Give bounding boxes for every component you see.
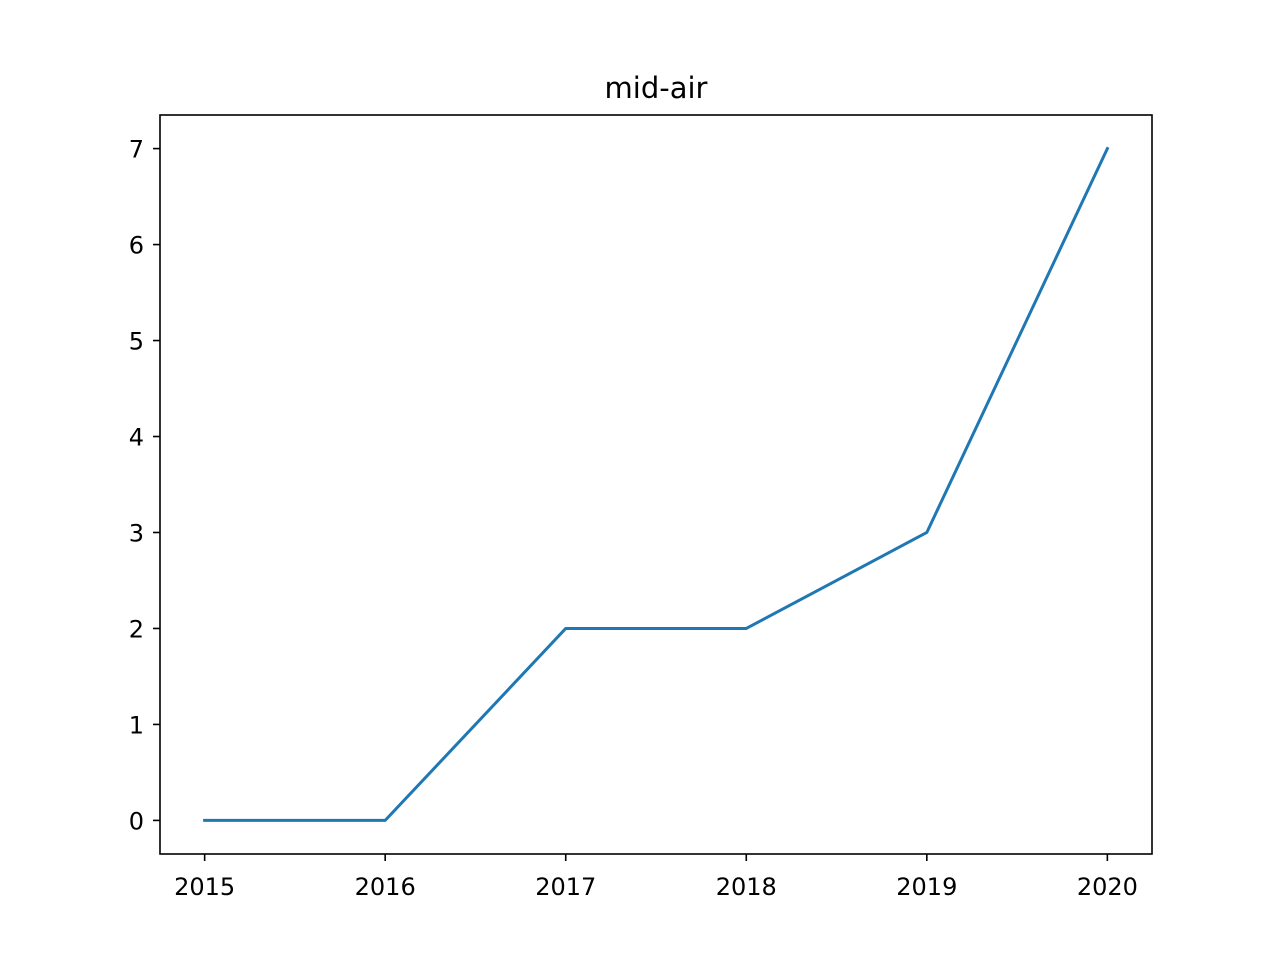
y-tick-label: 7 [129,136,144,164]
x-tick-label: 2017 [535,873,596,901]
axes-frame [159,114,1153,855]
y-tick-label: 4 [129,424,144,452]
y-tick-label: 0 [129,807,144,835]
x-tick-label: 2018 [716,873,777,901]
y-tick-label: 5 [129,328,144,356]
chart-title: mid-air [605,71,708,105]
x-tick-label: 2019 [896,873,957,901]
series-line [203,146,1110,822]
x-tick-label: 2016 [355,873,416,901]
y-tick-label: 6 [129,232,144,260]
plot-area: 2015 2016 2017 2018 2019 2020 0 1 2 3 4 5 6 7 [129,136,1138,901]
y-tick-label: 2 [129,615,144,643]
x-tick-label: 2020 [1077,873,1138,901]
y-tick-label: 1 [129,711,144,739]
x-tick-label: 2015 [174,873,235,901]
y-tick-label: 3 [129,519,144,547]
